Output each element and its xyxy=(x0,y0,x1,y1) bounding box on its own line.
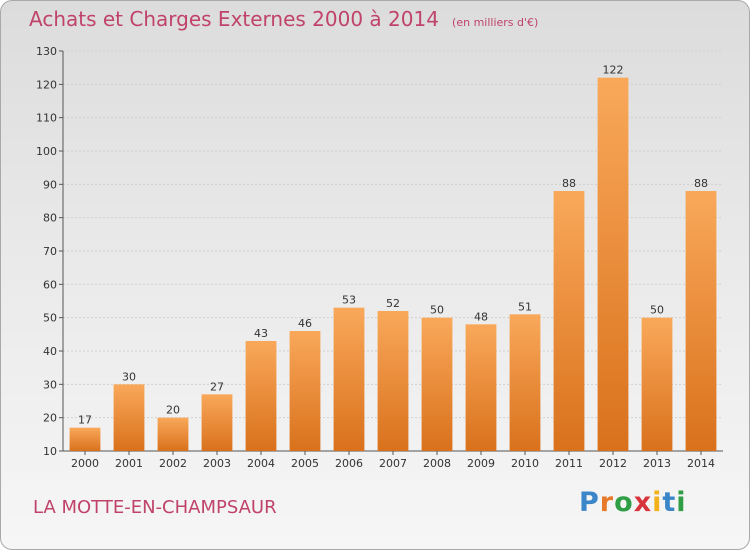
data-label: 20 xyxy=(166,404,180,417)
commune-name: LA MOTTE-EN-CHAMPSAUR xyxy=(33,497,277,518)
x-tick-label: 2001 xyxy=(115,457,143,470)
x-tick-label: 2012 xyxy=(599,457,627,470)
y-tick-label: 130 xyxy=(36,45,57,58)
data-label: 88 xyxy=(694,177,708,190)
x-tick-label: 2000 xyxy=(71,457,99,470)
x-tick-label: 2004 xyxy=(247,457,275,470)
x-tick-label: 2008 xyxy=(423,457,451,470)
data-label: 50 xyxy=(430,304,444,317)
bar xyxy=(333,307,365,451)
logo-letter: r xyxy=(599,487,615,518)
bar xyxy=(465,324,497,451)
y-tick-label: 120 xyxy=(36,78,57,91)
y-tick-label: 90 xyxy=(43,178,57,191)
bar xyxy=(377,311,409,451)
y-tick-label: 60 xyxy=(43,278,57,291)
chart-title: Achats et Charges Externes 2000 à 2014 xyxy=(29,7,439,31)
x-tick-label: 2007 xyxy=(379,457,407,470)
bar xyxy=(289,331,321,451)
y-tick-label: 70 xyxy=(43,245,57,258)
data-label: 53 xyxy=(342,294,356,307)
data-label: 48 xyxy=(474,310,488,323)
chart-subtitle: (en milliers d'€) xyxy=(452,16,539,29)
x-tick-label: 2014 xyxy=(687,457,715,470)
bar xyxy=(641,317,673,451)
chart-title-block: Achats et Charges Externes 2000 à 2014 (… xyxy=(29,7,538,31)
data-label: 51 xyxy=(518,300,532,313)
x-tick-label: 2003 xyxy=(203,457,231,470)
data-label: 50 xyxy=(650,304,664,317)
y-tick-label: 100 xyxy=(36,145,57,158)
x-tick-label: 2005 xyxy=(291,457,319,470)
bar xyxy=(157,417,189,451)
bar xyxy=(509,314,541,451)
logo-letter: i xyxy=(676,487,687,518)
bar xyxy=(553,191,585,451)
x-tick-label: 2010 xyxy=(511,457,539,470)
y-tick-label: 10 xyxy=(43,445,57,458)
bar xyxy=(113,384,145,451)
proxiti-logo: Proxiti xyxy=(579,487,687,518)
bar xyxy=(597,77,629,452)
data-label: 30 xyxy=(122,370,136,383)
data-label: 43 xyxy=(254,327,268,340)
bar xyxy=(201,394,233,451)
x-tick-label: 2006 xyxy=(335,457,363,470)
x-tick-label: 2011 xyxy=(555,457,583,470)
data-label: 52 xyxy=(386,297,400,310)
data-label: 46 xyxy=(298,317,312,330)
bar xyxy=(421,317,453,451)
y-tick-label: 80 xyxy=(43,212,57,225)
y-tick-label: 50 xyxy=(43,312,57,325)
logo-letter: t xyxy=(662,487,677,518)
y-tick-label: 20 xyxy=(43,412,57,425)
logo-letter: P xyxy=(579,487,600,518)
logo-letter: x xyxy=(633,487,653,518)
data-label: 122 xyxy=(603,64,624,77)
data-label: 27 xyxy=(210,380,224,393)
bar xyxy=(685,191,717,451)
logo-letter: o xyxy=(614,487,634,518)
x-tick-label: 2013 xyxy=(643,457,671,470)
y-tick-label: 30 xyxy=(43,378,57,391)
logo-letter: i xyxy=(652,487,663,518)
data-label: 88 xyxy=(562,177,576,190)
x-tick-label: 2002 xyxy=(159,457,187,470)
x-tick-label: 2009 xyxy=(467,457,495,470)
data-label: 17 xyxy=(78,414,92,427)
y-tick-label: 40 xyxy=(43,345,57,358)
bar xyxy=(245,341,277,451)
y-tick-label: 110 xyxy=(36,112,57,125)
bar xyxy=(69,427,101,451)
